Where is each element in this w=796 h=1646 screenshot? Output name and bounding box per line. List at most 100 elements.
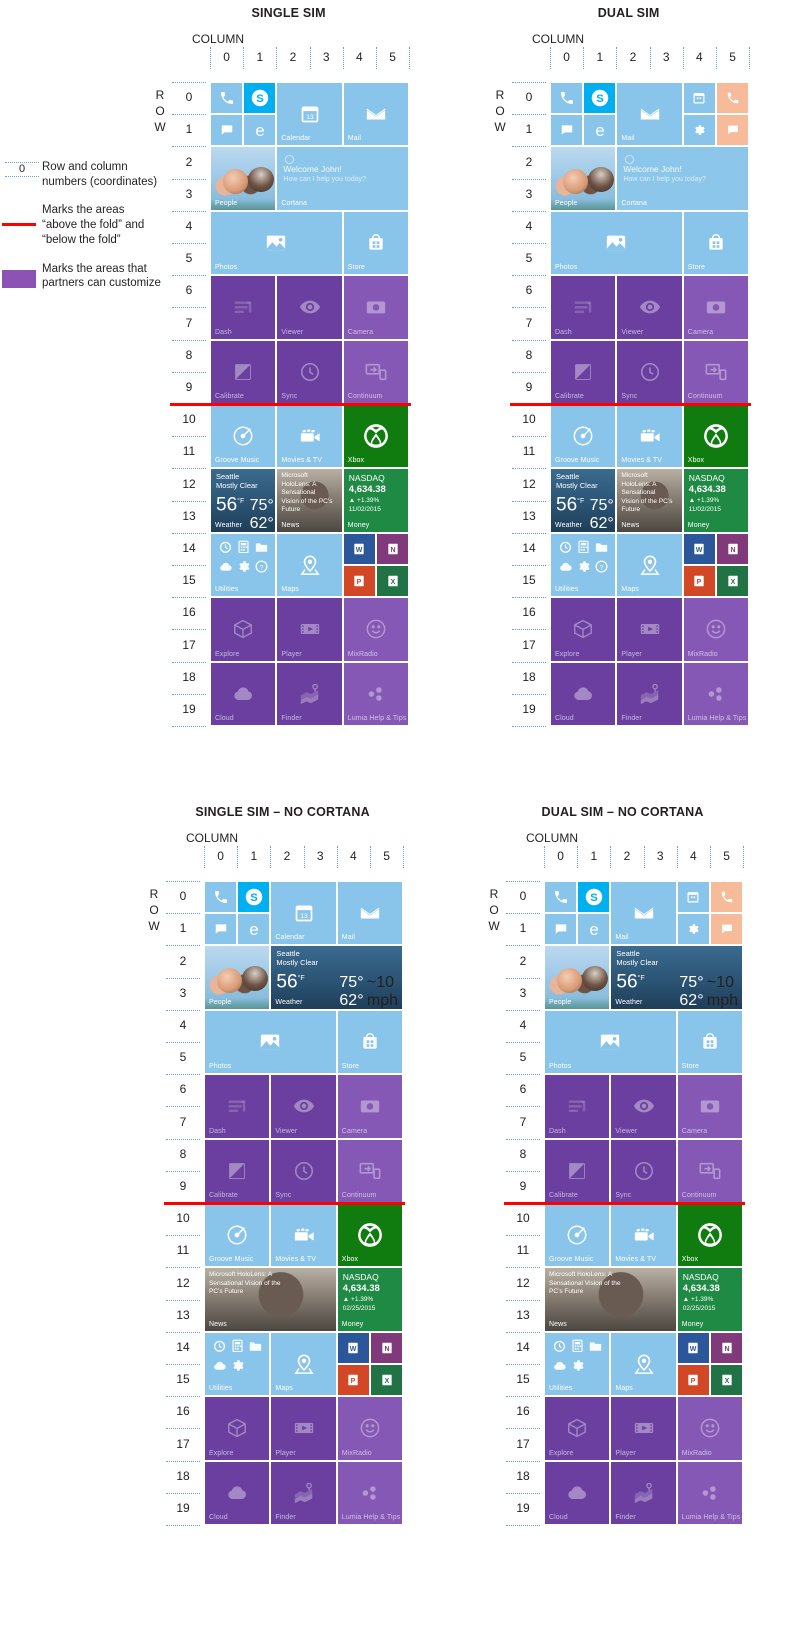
tile-groove-music[interactable]: Groove Music <box>544 1203 611 1268</box>
tile-excel[interactable]: X <box>376 565 410 598</box>
tile-edge[interactable]: e <box>243 114 277 147</box>
tile-people[interactable]: People <box>204 945 271 1010</box>
tile-xbox[interactable]: Xbox <box>682 404 750 469</box>
tile-calibrate[interactable]: Calibrate <box>210 339 277 404</box>
tile-sync[interactable]: Sync <box>270 1138 337 1203</box>
tile-cloud[interactable]: Cloud <box>204 1460 271 1525</box>
tile-news[interactable]: Microsoft HoloLens: A Sensational Vision… <box>544 1267 677 1332</box>
tile-people[interactable]: People <box>550 146 617 211</box>
tile-edge[interactable]: e <box>237 913 271 946</box>
tile-calibrate[interactable]: Calibrate <box>544 1138 611 1203</box>
tile-camera[interactable]: Camera <box>676 1074 744 1139</box>
tile-mail[interactable]: Mail <box>336 881 404 946</box>
tile-maps[interactable]: Maps <box>616 532 683 598</box>
tile-finder[interactable]: Finder <box>616 661 683 726</box>
tile-onenote[interactable]: N <box>376 532 410 565</box>
tile-messaging[interactable] <box>210 114 244 147</box>
tile-finder[interactable]: Finder <box>610 1460 677 1525</box>
tile-people[interactable]: People <box>210 146 277 211</box>
tile-continuum[interactable]: Continuum <box>342 339 410 404</box>
tile-player[interactable]: Player <box>610 1396 677 1461</box>
tile-continuum[interactable]: Continuum <box>682 339 750 404</box>
tile-continuum[interactable]: Continuum <box>336 1138 404 1203</box>
tile-maps[interactable]: Maps <box>610 1331 677 1397</box>
tile-onenote[interactable]: N <box>716 532 750 565</box>
tile-settings[interactable] <box>676 913 710 946</box>
tile-calibrate[interactable]: Calibrate <box>204 1138 271 1203</box>
tile-utilities[interactable]: Utilities <box>544 1331 611 1397</box>
tile-weather[interactable]: Seattle Mostly Clear 56°F 75° 62° Weather <box>210 468 277 533</box>
tile-lumia-help-tips[interactable]: Lumia Help & Tips <box>676 1460 744 1525</box>
tile-viewer[interactable]: Viewer <box>610 1074 677 1139</box>
tile-viewer[interactable]: Viewer <box>276 275 343 340</box>
tile-phone[interactable] <box>544 881 578 914</box>
tile-groove-music[interactable]: Groove Music <box>210 404 277 469</box>
tile-word[interactable]: W <box>336 1331 370 1364</box>
tile-xbox[interactable]: Xbox <box>676 1203 744 1268</box>
tile-sync[interactable]: Sync <box>610 1138 677 1203</box>
tile-viewer[interactable]: Viewer <box>270 1074 337 1139</box>
tile-powerpoint[interactable]: P <box>682 565 716 598</box>
tile-explore[interactable]: Explore <box>544 1396 611 1461</box>
tile-skype[interactable]: S <box>583 82 617 115</box>
tile-sync[interactable]: Sync <box>616 339 683 404</box>
tile-movies-tv[interactable]: Movies & TV <box>610 1203 677 1268</box>
tile-movies-tv[interactable]: Movies & TV <box>276 404 343 469</box>
tile-messaging[interactable] <box>710 913 744 946</box>
tile-people[interactable]: People <box>544 945 611 1010</box>
tile-store[interactable]: Store <box>682 210 750 276</box>
tile-cloud[interactable]: Cloud <box>210 661 277 726</box>
tile-cortana[interactable]: Welcome John! How can I help you today? Co… <box>616 146 750 211</box>
tile-messaging[interactable] <box>716 114 750 147</box>
tile-player[interactable]: Player <box>270 1396 337 1461</box>
tile-phone[interactable] <box>710 881 744 914</box>
tile-continuum[interactable]: Continuum <box>676 1138 744 1203</box>
tile-lumia-help-tips[interactable]: Lumia Help & Tips <box>682 661 750 726</box>
tile-powerpoint[interactable]: P <box>342 565 376 598</box>
tile-skype[interactable]: S <box>577 881 611 914</box>
tile-utilities[interactable]: ? Utilities <box>550 532 617 598</box>
tile-mail[interactable]: Mail <box>342 82 410 147</box>
tile-excel[interactable]: X <box>716 565 750 598</box>
tile-mixradio[interactable]: MixRadio <box>682 597 750 662</box>
tile-camera[interactable]: Camera <box>342 275 410 340</box>
tile-utilities[interactable]: ? Utilities <box>210 532 277 598</box>
tile-cloud[interactable]: Cloud <box>544 1460 611 1525</box>
tile-edge[interactable]: e <box>577 913 611 946</box>
tile-onenote[interactable]: N <box>710 1331 744 1364</box>
tile-money[interactable]: NASDAQ 4,634.38 ▲ +1.39% 02/25/2015 Money <box>676 1267 744 1332</box>
tile-news[interactable]: Microsoft HoloLens: A Sensational Vision… <box>616 468 683 533</box>
tile-phone[interactable] <box>716 82 750 115</box>
tile-calibrate[interactable]: Calibrate <box>550 339 617 404</box>
tile-word[interactable]: W <box>676 1331 710 1364</box>
tile-photos[interactable]: Photos <box>204 1009 337 1075</box>
tile-lumia-help-tips[interactable]: Lumia Help & Tips <box>342 661 410 726</box>
tile-lumia-help-tips[interactable]: Lumia Help & Tips <box>336 1460 404 1525</box>
tile-calendar[interactable]: 13 Calendar <box>276 82 343 147</box>
tile-explore[interactable]: Explore <box>210 597 277 662</box>
tile-mixradio[interactable]: MixRadio <box>676 1396 744 1461</box>
tile-photos[interactable]: Photos <box>544 1009 677 1075</box>
tile-camera[interactable]: Camera <box>682 275 750 340</box>
tile-xbox[interactable]: Xbox <box>342 404 410 469</box>
tile-word[interactable]: W <box>342 532 376 565</box>
tile-calendar-small[interactable] <box>676 881 710 914</box>
tile-explore[interactable]: Explore <box>204 1396 271 1461</box>
tile-weather[interactable]: Seattle Mostly Clear 56°F 75° 62° Weather <box>550 468 617 533</box>
tile-finder[interactable]: Finder <box>270 1460 337 1525</box>
tile-news[interactable]: Microsoft HoloLens: A Sensational Vision… <box>276 468 343 533</box>
tile-dash[interactable]: Dash <box>210 275 277 340</box>
tile-phone[interactable] <box>210 82 244 115</box>
tile-dash[interactable]: Dash <box>550 275 617 340</box>
tile-money[interactable]: NASDAQ 4,634.38 ▲ +1.39% 11/02/2015 Money <box>342 468 410 533</box>
tile-messaging[interactable] <box>550 114 584 147</box>
tile-skype[interactable]: S <box>243 82 277 115</box>
tile-phone[interactable] <box>550 82 584 115</box>
tile-mixradio[interactable]: MixRadio <box>336 1396 404 1461</box>
tile-cortana[interactable]: Welcome John! How can I help you today? Co… <box>276 146 410 211</box>
tile-player[interactable]: Player <box>616 597 683 662</box>
tile-photos[interactable]: Photos <box>550 210 683 276</box>
tile-settings[interactable] <box>682 114 716 147</box>
tile-mixradio[interactable]: MixRadio <box>342 597 410 662</box>
tile-sync[interactable]: Sync <box>276 339 343 404</box>
